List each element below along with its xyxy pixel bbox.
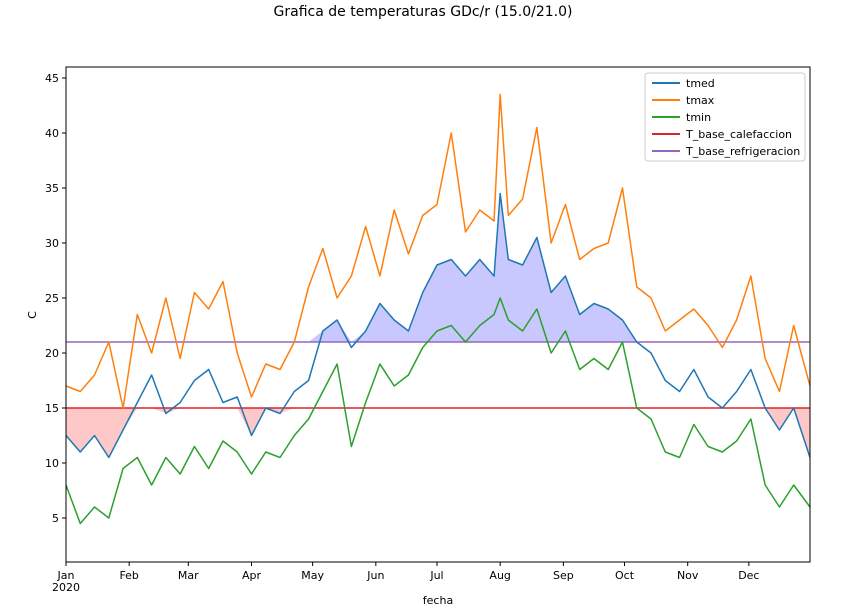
plot-frame [65, 66, 811, 563]
legend-label-t-base-calefaccion: T_base_calefaccion [685, 128, 792, 141]
x-tick-label: Nov [677, 569, 699, 582]
x-axis-label: fecha [423, 594, 453, 607]
y-tick-label: 25 [45, 292, 59, 305]
legend-label-tmin: tmin [686, 111, 711, 124]
x-tick-label: Jan [57, 569, 75, 582]
y-tick-label: 40 [45, 127, 59, 140]
legend-box [644, 72, 806, 162]
chart-title: Grafica de temperaturas GDc/r (15.0/21.0… [274, 4, 573, 20]
x-tick-label: Dec [738, 569, 759, 582]
x-tick-label: Sep [553, 569, 574, 582]
fill-above-base [66, 193, 810, 342]
legend-label-tmed: tmed [686, 77, 715, 90]
x-tick-label: Mar [178, 569, 199, 582]
x-tick-label: Feb [119, 569, 138, 582]
x-tick-label: Apr [242, 569, 262, 582]
x-tick-label: Aug [489, 569, 510, 582]
series-line-tmax [65, 93, 811, 409]
x-tick-label: May [301, 569, 324, 582]
legend-label-t-base-refrigeracion: T_base_refrigeracion [685, 145, 800, 158]
y-tick-label: 15 [45, 402, 59, 415]
y-tick-label: 30 [45, 237, 59, 250]
series-layer [65, 93, 811, 525]
y-tick-label: 10 [45, 457, 59, 470]
x-tick-label: Jul [429, 569, 443, 582]
legend-label-tmax: tmax [686, 94, 715, 107]
series-line-tmed [65, 192, 811, 459]
x-tick-year-label: 2020 [52, 581, 80, 594]
fill-area-layer [66, 193, 810, 458]
x-tick-label: Oct [615, 569, 635, 582]
y-axis-label: C [26, 311, 39, 319]
legend: tmed tmax tmin T_base_calefaccion T_base_ref… [644, 72, 806, 162]
series-line-tmin [65, 297, 811, 525]
y-tick-label: 35 [45, 182, 59, 195]
fill-below-base [66, 408, 810, 458]
y-tick-label: 5 [52, 512, 59, 525]
y-axis-ticks: 5 10 15 20 25 30 35 40 45 [45, 72, 66, 525]
y-tick-label: 20 [45, 347, 59, 360]
y-tick-label: 45 [45, 72, 59, 85]
x-tick-label: Jun [366, 569, 384, 582]
